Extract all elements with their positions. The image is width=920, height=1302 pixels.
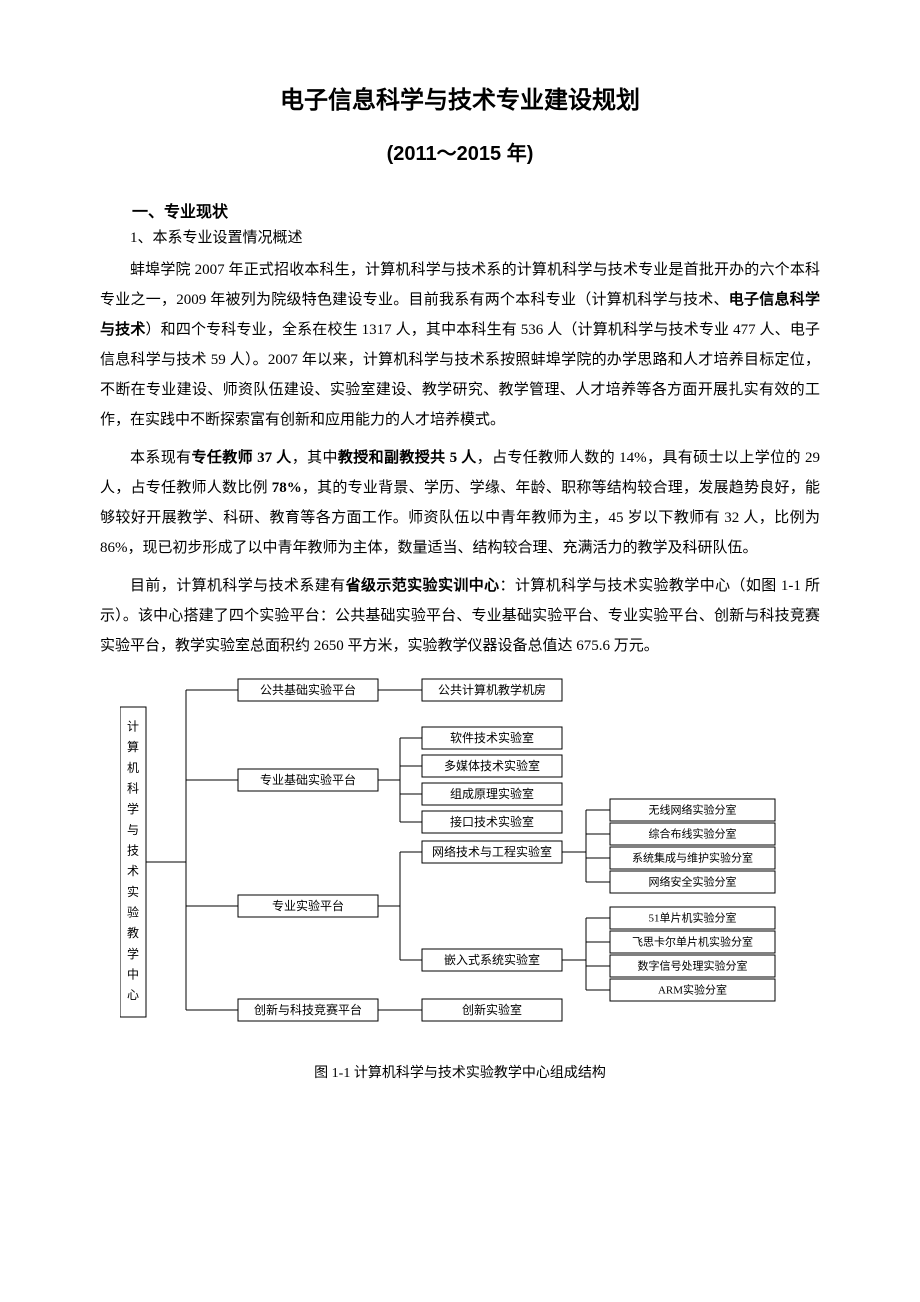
svg-text:与: 与: [127, 823, 139, 837]
svg-text:创新与科技竞赛平台: 创新与科技竞赛平台: [254, 1002, 362, 1017]
svg-text:ARM实验分室: ARM实验分室: [658, 983, 727, 997]
org-diagram: 计算机科学与技术实验教学中心公共基础实验平台专业基础实验平台专业实验平台创新与科…: [120, 669, 800, 1044]
svg-text:公共计算机教学机房: 公共计算机教学机房: [438, 682, 546, 697]
svg-text:机: 机: [127, 761, 139, 775]
svg-text:心: 心: [127, 988, 139, 1002]
p3-text-a: 目前，计算机科学与技术系建有: [130, 578, 346, 594]
svg-text:实: 实: [127, 884, 139, 899]
svg-text:多媒体技术实验室: 多媒体技术实验室: [444, 758, 540, 773]
section-1-sub: 1、本系专业设置情况概述: [100, 226, 820, 247]
p2-text-b: ，其中: [292, 450, 338, 466]
svg-text:计: 计: [127, 719, 139, 733]
svg-text:术: 术: [127, 864, 139, 878]
p2-bold-2: 教授和副教授共 5 人: [338, 450, 477, 466]
figure-caption: 图 1-1 计算机科学与技术实验教学中心组成结构: [100, 1062, 820, 1082]
p1-text-a: 蚌埠学院 2007 年正式招收本科生，计算机科学与技术系的计算机科学与技术专业是…: [100, 262, 820, 308]
svg-text:数字信号处理实验分室: 数字信号处理实验分室: [638, 959, 748, 973]
p2-bold-3: 78%: [272, 480, 302, 496]
svg-text:51单片机实验分室: 51单片机实验分室: [649, 911, 737, 925]
svg-text:飞思卡尔单片机实验分室: 飞思卡尔单片机实验分室: [632, 935, 753, 949]
svg-text:中: 中: [127, 966, 139, 981]
paragraph-1: 蚌埠学院 2007 年正式招收本科生，计算机科学与技术系的计算机科学与技术专业是…: [100, 255, 820, 435]
svg-text:嵌入式系统实验室: 嵌入式系统实验室: [444, 952, 540, 967]
section-1-heading: 一、专业现状: [100, 198, 820, 222]
p2-bold-1: 专任教师 37 人: [192, 450, 292, 466]
svg-text:专业实验平台: 专业实验平台: [272, 898, 344, 913]
svg-text:科: 科: [127, 781, 139, 795]
svg-text:公共基础实验平台: 公共基础实验平台: [260, 682, 356, 697]
svg-text:算: 算: [127, 739, 139, 754]
svg-text:学: 学: [127, 946, 139, 961]
p3-bold: 省级示范实验实训中心: [346, 578, 500, 594]
svg-text:验: 验: [127, 904, 139, 919]
svg-text:系统集成与维护实验分室: 系统集成与维护实验分室: [632, 851, 753, 865]
svg-text:接口技术实验室: 接口技术实验室: [450, 814, 534, 829]
svg-text:学: 学: [127, 801, 139, 816]
svg-text:网络安全实验分室: 网络安全实验分室: [649, 875, 737, 889]
svg-text:软件技术实验室: 软件技术实验室: [450, 730, 534, 745]
document-page: 电子信息科学与技术专业建设规划 (2011～2015 年) 一、专业现状 1、本…: [0, 0, 920, 1302]
paragraph-2: 本系现有专任教师 37 人，其中教授和副教授共 5 人，占专任教师人数的 14%…: [100, 443, 820, 563]
svg-text:技: 技: [127, 843, 139, 857]
doc-title: 电子信息科学与技术专业建设规划: [100, 80, 820, 115]
svg-text:创新实验室: 创新实验室: [462, 1002, 522, 1017]
svg-text:教: 教: [127, 925, 139, 940]
svg-text:综合布线实验分室: 综合布线实验分室: [649, 827, 737, 841]
svg-text:组成原理实验室: 组成原理实验室: [450, 786, 534, 801]
org-diagram-svg: 计算机科学与技术实验教学中心公共基础实验平台专业基础实验平台专业实验平台创新与科…: [120, 669, 800, 1039]
p2-text-a: 本系现有: [130, 450, 192, 466]
paragraph-3: 目前，计算机科学与技术系建有省级示范实验实训中心：计算机科学与技术实验教学中心（…: [100, 571, 820, 661]
p1-text-b: ）和四个专科专业，全系在校生 1317 人，其中本科生有 536 人（计算机科学…: [100, 322, 820, 428]
svg-text:无线网络实验分室: 无线网络实验分室: [649, 803, 737, 817]
doc-subtitle: (2011～2015 年): [100, 137, 820, 166]
svg-text:网络技术与工程实验室: 网络技术与工程实验室: [432, 844, 552, 859]
svg-text:专业基础实验平台: 专业基础实验平台: [260, 772, 356, 787]
